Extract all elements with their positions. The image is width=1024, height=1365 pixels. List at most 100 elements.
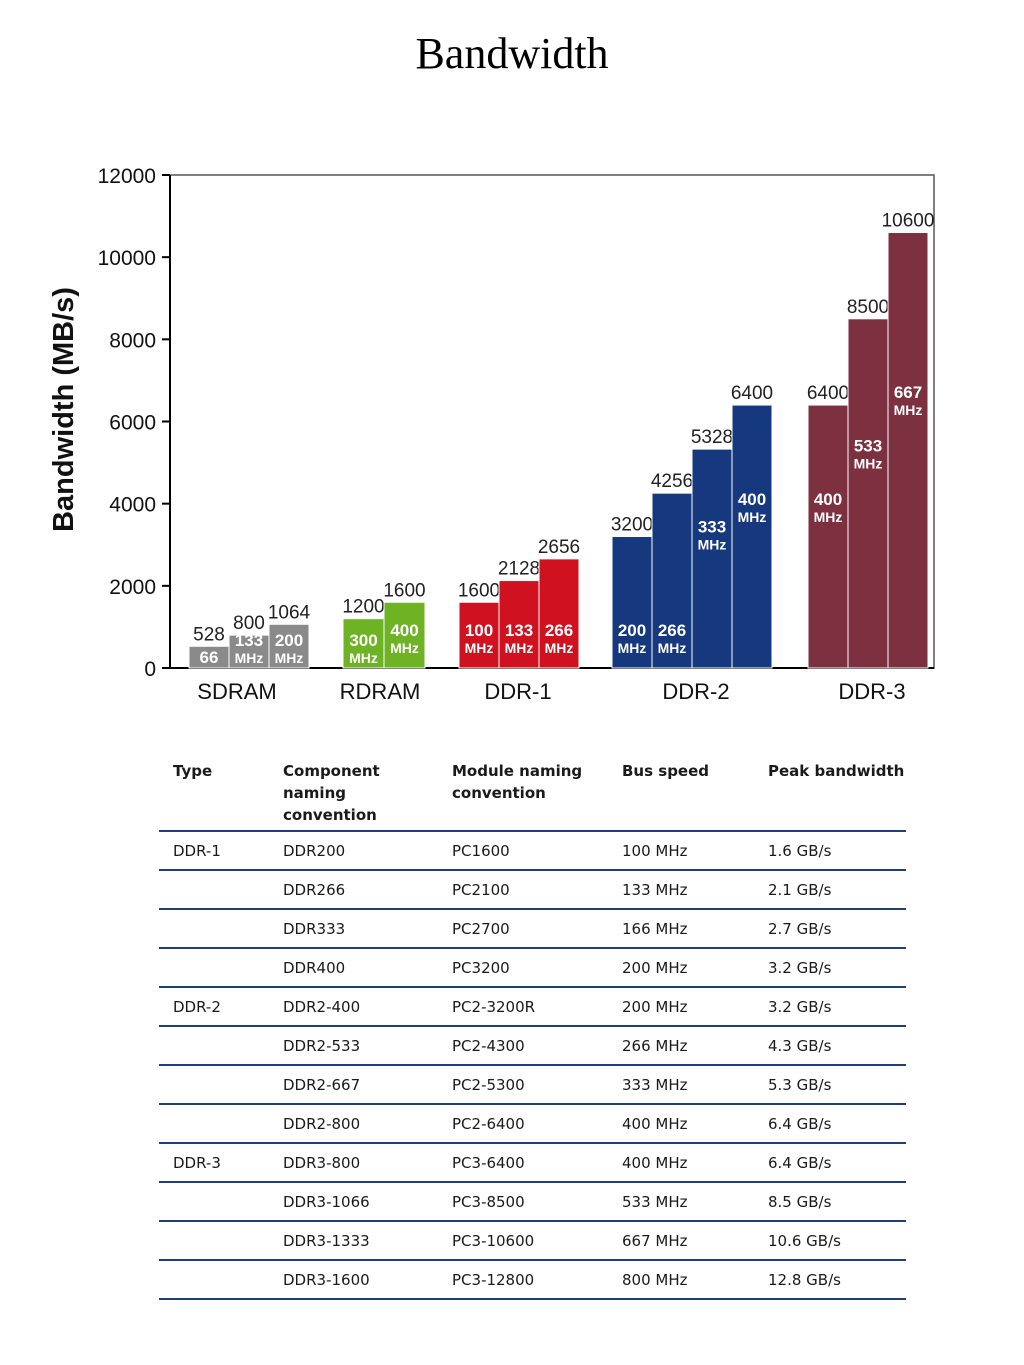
- cell-type: [159, 1221, 269, 1261]
- cell-type: [159, 948, 269, 988]
- table-row: DDR2-533 PC2-4300 266 MHz 4.3 GB/s: [159, 1026, 906, 1066]
- bar-inner-label: MHz: [390, 640, 419, 656]
- cell-type: DDR-3: [159, 1143, 269, 1183]
- bar-inner-label: MHz: [698, 536, 727, 552]
- bar-inner-label: MHz: [658, 640, 687, 656]
- bar: [538, 558, 580, 669]
- bar: [268, 623, 310, 669]
- cell-bus-speed: 400 MHz: [608, 1143, 754, 1183]
- cell-peak-bandwidth: 12.8 GB/s: [754, 1260, 906, 1300]
- bar-value-label: 5328: [691, 427, 733, 448]
- bar-inner-label: 667: [894, 383, 922, 402]
- bar-inner-label: 400: [814, 490, 842, 509]
- bar-value-label: 8500: [847, 297, 889, 318]
- bar-value-label: 6400: [807, 383, 849, 404]
- cell-module: PC2-3200R: [438, 987, 608, 1027]
- cell-module: PC3-8500: [438, 1182, 608, 1222]
- cell-bus-speed: 400 MHz: [608, 1104, 754, 1144]
- bar-value-label: 6400: [731, 383, 773, 404]
- cell-type: [159, 1104, 269, 1144]
- table-header-row: Type Component naming convention Module na…: [159, 752, 906, 832]
- cell-peak-bandwidth: 6.4 GB/s: [754, 1143, 906, 1183]
- bar-inner-label: 266: [658, 621, 686, 640]
- table-row: DDR-3 DDR3-800 PC3-6400 400 MHz 6.4 GB/s: [159, 1143, 906, 1183]
- table-row: DDR3-1600 PC3-12800 800 MHz 12.8 GB/s: [159, 1260, 906, 1300]
- cell-type: [159, 870, 269, 910]
- bar: [847, 318, 889, 669]
- bar-value-label: 2656: [538, 537, 580, 558]
- bar-inner-label: MHz: [349, 650, 378, 666]
- cell-peak-bandwidth: 2.1 GB/s: [754, 870, 906, 910]
- bar: [887, 232, 929, 669]
- cell-module: PC3-6400: [438, 1143, 608, 1183]
- y-tick-label: 12000: [98, 165, 156, 188]
- y-tick-label: 6000: [109, 412, 156, 435]
- bar-inner-label: MHz: [738, 509, 767, 525]
- cell-type: [159, 1026, 269, 1066]
- cell-bus-speed: 333 MHz: [608, 1065, 754, 1105]
- bar-inner-label: 100: [465, 621, 493, 640]
- cell-type: [159, 1065, 269, 1105]
- cell-peak-bandwidth: 8.5 GB/s: [754, 1182, 906, 1222]
- cell-bus-speed: 667 MHz: [608, 1221, 754, 1261]
- cell-module: PC3-12800: [438, 1260, 608, 1300]
- cell-module: PC2-6400: [438, 1104, 608, 1144]
- cell-component: DDR3-1066: [269, 1182, 438, 1222]
- bar-value-label: 3200: [611, 515, 653, 536]
- cell-bus-speed: 533 MHz: [608, 1182, 754, 1222]
- table-row: DDR-1 DDR200 PC1600 100 MHz 1.6 GB/s: [159, 831, 906, 871]
- bar-inner-label: 200: [618, 621, 646, 640]
- y-tick-label: 10000: [98, 247, 156, 270]
- cell-bus-speed: 800 MHz: [608, 1260, 754, 1300]
- bar-value-label: 1200: [342, 597, 384, 618]
- cell-component: DDR2-400: [269, 987, 438, 1027]
- y-tick-label: 0: [144, 658, 156, 681]
- bar-value-label: 2128: [498, 559, 540, 580]
- cell-component: DDR2-667: [269, 1065, 438, 1105]
- cell-bus-speed: 200 MHz: [608, 987, 754, 1027]
- y-tick-label: 8000: [109, 329, 156, 352]
- cell-component: DDR200: [269, 831, 438, 871]
- cell-component: DDR3-1333: [269, 1221, 438, 1261]
- cell-peak-bandwidth: 5.3 GB/s: [754, 1065, 906, 1105]
- bar-inner-label: 400: [738, 490, 766, 509]
- bar-inner-label: MHz: [465, 640, 494, 656]
- x-category-label: DDR-1: [484, 679, 551, 704]
- header-peak-bandwidth: Peak bandwidth: [754, 752, 906, 832]
- y-tick-label: 4000: [109, 494, 156, 517]
- header-bus-speed: Bus speed: [608, 752, 754, 832]
- table-row: DDR266 PC2100 133 MHz 2.1 GB/s: [159, 870, 906, 910]
- bar-value-label: 528: [193, 624, 225, 645]
- bar-value-label: 1064: [268, 602, 311, 623]
- cell-peak-bandwidth: 10.6 GB/s: [754, 1221, 906, 1261]
- x-category-label: RDRAM: [340, 679, 421, 704]
- bar-inner-label: 533: [854, 436, 882, 455]
- table-row: DDR2-800 PC2-6400 400 MHz 6.4 GB/s: [159, 1104, 906, 1144]
- cell-component: DDR2-533: [269, 1026, 438, 1066]
- bar-inner-label: MHz: [894, 402, 923, 418]
- bar-inner-label: 200: [275, 631, 303, 650]
- cell-component: DDR2-800: [269, 1104, 438, 1144]
- cell-bus-speed: 133 MHz: [608, 870, 754, 910]
- table-row: DDR-2 DDR2-400 PC2-3200R 200 MHz 3.2 GB/s: [159, 987, 906, 1027]
- bar-value-label: 1600: [458, 580, 500, 601]
- cell-module: PC2700: [438, 909, 608, 949]
- cell-peak-bandwidth: 3.2 GB/s: [754, 948, 906, 988]
- bar-value-label: 4256: [651, 471, 693, 492]
- bar-inner-label: 133: [505, 621, 533, 640]
- cell-module: PC3200: [438, 948, 608, 988]
- page-title: Bandwidth: [415, 29, 609, 78]
- bar-value-label: 10600: [882, 211, 935, 232]
- y-axis-title: Bandwidth (MB/s): [48, 287, 80, 532]
- cell-type: [159, 1182, 269, 1222]
- cell-component: DDR3-800: [269, 1143, 438, 1183]
- bar: [731, 404, 773, 669]
- bar-inner-label: MHz: [618, 640, 647, 656]
- bar-inner-label: MHz: [275, 650, 304, 666]
- header-type: Type: [159, 752, 269, 832]
- cell-peak-bandwidth: 4.3 GB/s: [754, 1026, 906, 1066]
- cell-module: PC2-4300: [438, 1026, 608, 1066]
- cell-type: [159, 1260, 269, 1300]
- bar-inner-label: 333: [698, 517, 726, 536]
- x-category-label: SDRAM: [197, 679, 276, 704]
